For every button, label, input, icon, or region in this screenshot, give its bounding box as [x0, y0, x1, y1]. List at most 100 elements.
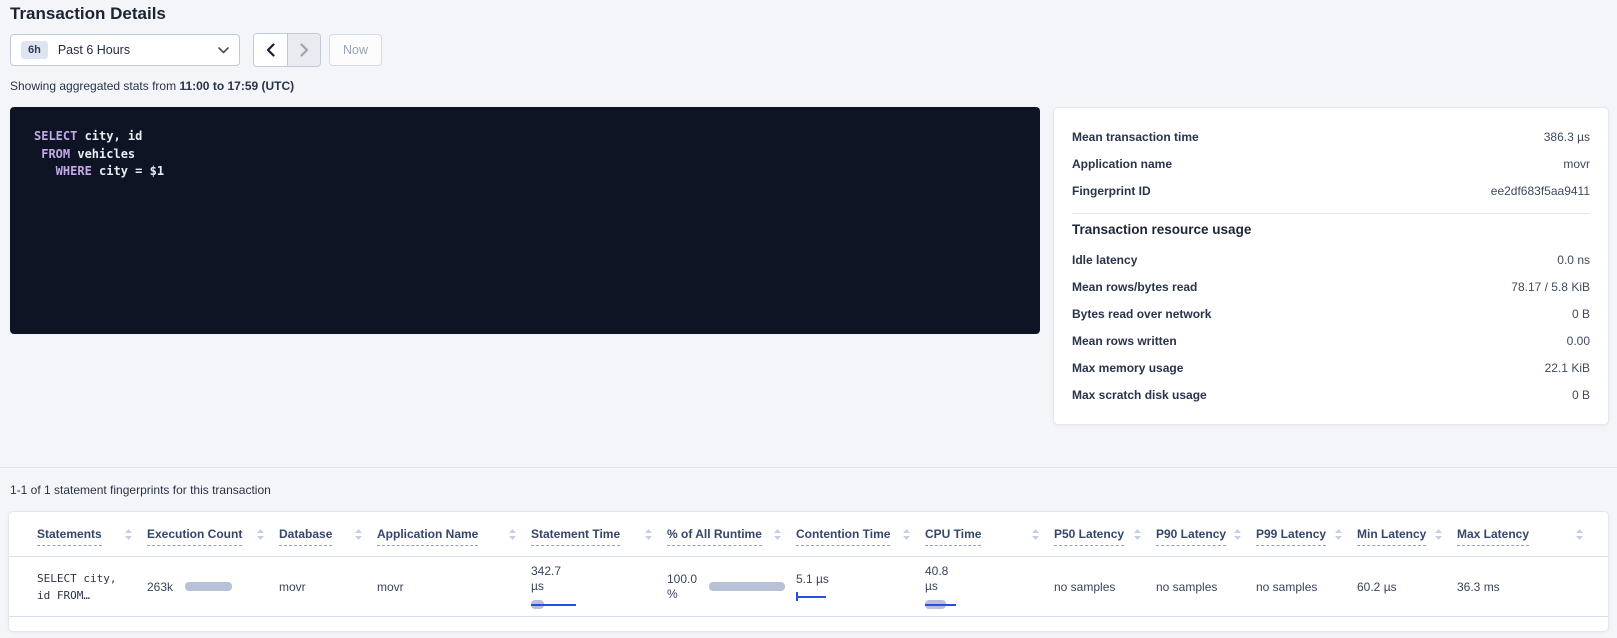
detail-value: 78.17 / 5.8 KiB: [1511, 279, 1590, 294]
detail-row-mean-rows-bytes-read: Mean rows/bytes read 78.17 / 5.8 KiB: [1072, 273, 1590, 300]
sort-icon[interactable]: [354, 528, 363, 541]
aggregation-range-prefix: Showing aggregated stats from: [10, 79, 177, 93]
chevron-down-icon: [218, 46, 229, 53]
detail-label: Mean rows written: [1072, 333, 1177, 348]
sort-icon[interactable]: [508, 528, 517, 541]
column-header-statement-time[interactable]: Statement Time: [531, 527, 667, 546]
detail-row-application-name: Application name movr: [1072, 150, 1590, 177]
sort-icon[interactable]: [1434, 528, 1443, 541]
detail-row-bytes-read-over-network: Bytes read over network 0 B: [1072, 300, 1590, 327]
column-header-contention-time[interactable]: Contention Time: [796, 527, 925, 546]
detail-label: Application name: [1072, 156, 1173, 171]
sort-icon[interactable]: [644, 528, 653, 541]
pct-of-runtime-bar: [709, 582, 786, 591]
detail-value: 0 B: [1571, 387, 1590, 402]
sql-text: city = $1: [91, 164, 165, 178]
column-header-database[interactable]: Database: [279, 527, 377, 546]
detail-label: Max scratch disk usage: [1072, 387, 1207, 402]
sql-text: vehicles: [70, 146, 136, 161]
execution-count-bar: [185, 582, 233, 591]
detail-value: 386.3 µs: [1543, 129, 1590, 144]
sql-keyword: WHERE: [34, 164, 92, 178]
execution-count-value: 263k: [147, 579, 174, 594]
detail-label: Bytes read over network: [1072, 306, 1212, 321]
database-cell: movr: [279, 579, 306, 594]
detail-label: Mean transaction time: [1072, 129, 1199, 144]
statement-time-cell: 342.7 µs: [531, 564, 667, 609]
sort-icon[interactable]: [1334, 528, 1343, 541]
column-header-pct-of-all-runtime[interactable]: % of All Runtime: [667, 527, 796, 546]
next-interval-button[interactable]: [287, 34, 320, 66]
detail-value: 0.0 ns: [1557, 252, 1590, 267]
sql-keyword: FROM: [34, 146, 71, 161]
column-header-min-latency[interactable]: Min Latency: [1357, 527, 1457, 546]
previous-interval-button[interactable]: [254, 34, 287, 66]
time-toolbar: 6h Past 6 Hours Now: [10, 33, 383, 67]
cpu-time-value: 40.8 µs: [925, 564, 949, 593]
sort-icon[interactable]: [902, 528, 911, 541]
aggregation-range-value: 11:00 to 17:59 (UTC): [179, 79, 295, 93]
contention-time-bar: [796, 592, 826, 601]
detail-label: Mean rows/bytes read: [1072, 279, 1198, 294]
pct-of-runtime-value: 100.0 %: [667, 571, 698, 601]
sql-keyword: SELECT: [34, 129, 78, 143]
statements-count-summary: 1-1 of 1 statement fingerprints for this…: [10, 483, 271, 497]
time-nav-buttons: [253, 33, 321, 67]
sort-icon[interactable]: [1133, 528, 1142, 541]
section-divider: [0, 467, 1617, 468]
detail-value: 0 B: [1571, 306, 1590, 321]
statement-row[interactable]: SELECT city, id FROM… 263k movr movr 342…: [9, 557, 1608, 617]
detail-label: Fingerprint ID: [1072, 183, 1151, 198]
page-title: Transaction Details: [10, 4, 166, 23]
statements-table: Statements Execution Count Database Appl…: [8, 511, 1609, 632]
column-header-statements[interactable]: Statements: [37, 527, 147, 546]
statements-table-header: Statements Execution Count Database Appl…: [9, 512, 1608, 557]
resource-usage-heading: Transaction resource usage: [1072, 222, 1252, 237]
chevron-left-icon: [266, 43, 275, 57]
cpu-time-cell: 40.8 µs: [925, 564, 1054, 609]
transaction-overview-panel: Mean transaction time 386.3 µs Applicati…: [1053, 107, 1609, 425]
sql-statement-box: SELECT city, id FROM vehicles WHERE city…: [10, 107, 1040, 334]
sort-icon[interactable]: [124, 528, 133, 541]
statement-link[interactable]: SELECT city, id FROM…: [37, 571, 117, 602]
p50-latency-cell: no samples: [1054, 579, 1116, 594]
contention-time-cell: 5.1 µs: [796, 572, 925, 601]
detail-row-idle-latency: Idle latency 0.0 ns: [1072, 246, 1590, 273]
p99-latency-cell: no samples: [1256, 579, 1318, 594]
detail-value: movr: [1563, 156, 1590, 171]
detail-row-mean-rows-written: Mean rows written 0.00: [1072, 327, 1590, 354]
detail-value: 22.1 KiB: [1544, 360, 1590, 375]
column-header-p50-latency[interactable]: P50 Latency: [1054, 527, 1156, 546]
sort-icon[interactable]: [1233, 528, 1242, 541]
statement-time-bar: [531, 600, 577, 609]
sort-icon[interactable]: [773, 528, 782, 541]
sort-icon[interactable]: [256, 528, 265, 541]
detail-value: ee2df683f5aa9411: [1490, 183, 1590, 198]
sort-icon[interactable]: [1031, 528, 1040, 541]
panel-divider: [1072, 213, 1590, 214]
cpu-time-bar: [925, 600, 957, 609]
column-header-max-latency[interactable]: Max Latency: [1457, 527, 1598, 546]
aggregation-range-text: Showing aggregated stats from 11:00 to 1…: [10, 79, 294, 93]
column-header-p90-latency[interactable]: P90 Latency: [1156, 527, 1256, 546]
max-latency-cell: 36.3 ms: [1457, 579, 1500, 594]
detail-row-mean-transaction-time: Mean transaction time 386.3 µs: [1072, 123, 1590, 150]
execution-count-cell: 263k: [147, 580, 279, 594]
contention-time-value: 5.1 µs: [796, 572, 829, 586]
now-button[interactable]: Now: [329, 34, 383, 66]
time-range-badge: 6h: [21, 41, 48, 59]
column-header-p99-latency[interactable]: P99 Latency: [1256, 527, 1357, 546]
column-header-cpu-time[interactable]: CPU Time: [925, 527, 1054, 546]
column-header-execution-count[interactable]: Execution Count: [147, 527, 279, 546]
p90-latency-cell: no samples: [1156, 579, 1218, 594]
min-latency-cell: 60.2 µs: [1357, 579, 1397, 594]
statement-time-value: 342.7 µs: [531, 564, 562, 593]
sort-icon[interactable]: [1575, 528, 1584, 541]
time-range-label: Past 6 Hours: [57, 43, 131, 57]
detail-value: 0.00: [1566, 333, 1590, 348]
time-range-picker[interactable]: 6h Past 6 Hours: [10, 34, 240, 66]
detail-row-fingerprint-id: Fingerprint ID ee2df683f5aa9411: [1072, 177, 1590, 204]
sql-text: city, id: [77, 129, 143, 143]
column-header-application-name[interactable]: Application Name: [377, 527, 531, 546]
